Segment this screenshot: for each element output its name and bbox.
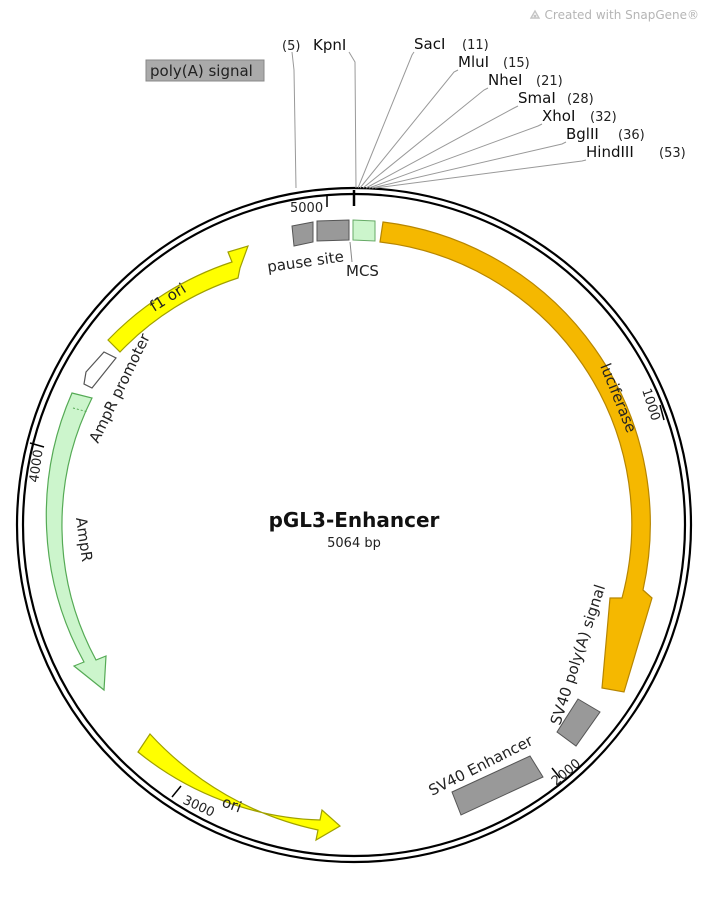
credit-text: Created with SnapGene® xyxy=(544,8,699,22)
poly-a-signal-label: poly(A) signal xyxy=(145,59,265,82)
site-pos-xhoi: (32) xyxy=(590,110,617,125)
feature-sv40-poly-a: SV40 poly(A) signal xyxy=(547,582,609,747)
sv40-enhancer-box xyxy=(451,755,544,816)
ampr-promoter-arrow xyxy=(83,351,117,389)
tick-label-4000: 4000 xyxy=(27,449,46,484)
site-pos-bglii: (36) xyxy=(618,128,645,143)
tick-label-2000: 2000 xyxy=(549,756,584,789)
tick-label-1000: 1000 xyxy=(638,387,662,423)
leader-bglii xyxy=(371,141,567,189)
leader-nhei xyxy=(362,87,489,189)
tick-2000 xyxy=(551,767,561,779)
tick-1000 xyxy=(659,404,665,421)
site-name-saci: SacI xyxy=(414,35,445,53)
sv40-poly-a-box xyxy=(556,698,601,747)
label-pause-site: pause site xyxy=(266,247,345,276)
feature-pause-site xyxy=(316,219,350,242)
leader-poly-a xyxy=(291,51,297,189)
leader-kpni xyxy=(348,51,357,189)
site-name-smai: SmaI xyxy=(518,89,556,107)
feature-sv40-enhancer: SV40 Enhancer xyxy=(426,731,544,816)
site-pos-hindiii: (53) xyxy=(659,146,686,161)
label-ampr: AmpR xyxy=(72,516,96,563)
poly-a-label-text: poly(A) signal xyxy=(150,62,253,80)
restriction-sites: (5) KpnI SacI (11) MluI (15) NheI (21) S… xyxy=(282,35,686,161)
site-pos-nhei: (21) xyxy=(536,74,563,89)
leader-hindiii xyxy=(374,159,587,189)
plasmid-title-block: pGL3-Enhancer 5064 bp xyxy=(269,508,440,551)
top-features: pause site MCS xyxy=(266,219,379,280)
f1-ori-arrow xyxy=(107,245,249,353)
tick-3000 xyxy=(171,785,182,798)
feature-poly-a-signal xyxy=(291,221,314,247)
mcs-leader xyxy=(349,241,353,263)
luciferase-arrow xyxy=(379,221,653,693)
poly-a-label-box xyxy=(145,59,265,82)
site-name-kpni: KpnI xyxy=(313,36,346,54)
plasmid-name: pGL3-Enhancer xyxy=(269,508,440,532)
backbone-outer-strand xyxy=(15,186,693,864)
ampr-arrow xyxy=(45,392,107,692)
leader-xhoi xyxy=(368,123,543,189)
site-name-mlui: MluI xyxy=(458,53,489,71)
site-leaders xyxy=(291,51,587,189)
tick-4000 xyxy=(29,442,45,448)
site-pos-smai: (28) xyxy=(567,92,594,107)
tick-label-5000: 5000 xyxy=(290,201,323,216)
leader-mlui xyxy=(359,69,459,189)
feature-luciferase: luciferase xyxy=(379,221,653,693)
feature-f1-ori: f1 ori xyxy=(107,245,249,353)
plasmid-size: 5064 bp xyxy=(327,536,381,551)
snapgene-logo-icon xyxy=(529,9,540,19)
ampr-dashed-boundary xyxy=(72,407,89,413)
site-name-hindiii: HindIII xyxy=(586,143,634,161)
site-pos-kpni: (5) xyxy=(282,39,300,54)
snapgene-credit: Created with SnapGene® xyxy=(529,8,699,22)
feature-ori: ori xyxy=(137,733,342,842)
site-name-bglii: BglII xyxy=(566,125,599,143)
site-name-xhoi: XhoI xyxy=(542,107,575,125)
feature-mcs xyxy=(352,219,376,242)
site-pos-saci: (11) xyxy=(462,38,489,53)
ori-arrow xyxy=(137,733,342,842)
label-mcs: MCS xyxy=(346,262,379,280)
label-ori: ori xyxy=(220,793,244,817)
leader-smai xyxy=(365,105,519,189)
leader-saci xyxy=(357,51,415,189)
site-pos-mlui: (15) xyxy=(503,56,530,71)
site-name-nhei: NheI xyxy=(488,71,522,89)
